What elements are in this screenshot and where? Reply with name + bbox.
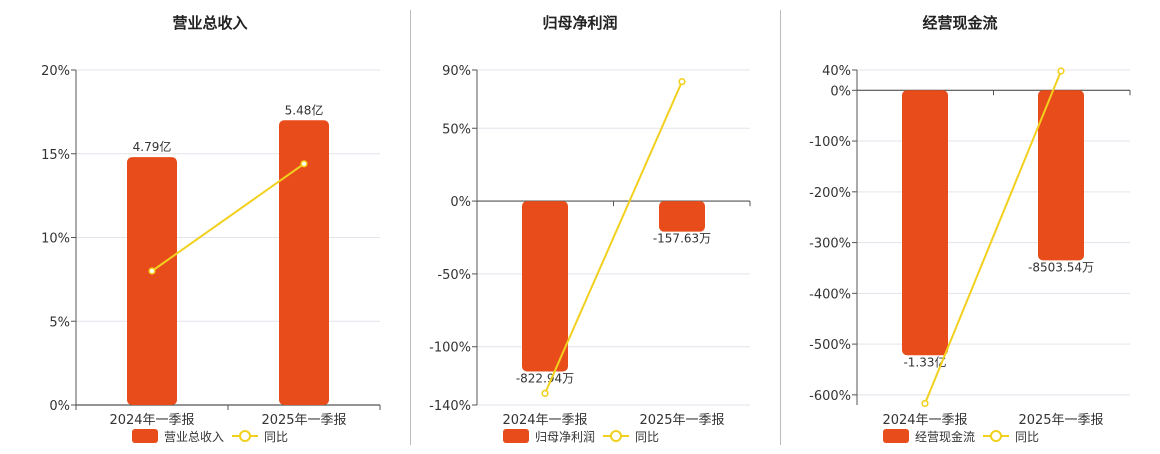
bar — [522, 201, 568, 372]
chart-title: 营业总收入 — [172, 14, 247, 32]
y-tick-label: -50% — [437, 268, 471, 283]
y-tick-label: 50% — [442, 122, 471, 137]
legend-line-marker — [239, 430, 251, 442]
chart-panel-2: 归母净利润 90% 50% 0% -50% -100% -140% -822.94万 -157.… — [429, 14, 751, 444]
bar-value-label: -822.94万 — [516, 372, 574, 386]
yoy-point — [300, 160, 308, 168]
y-tick-label: -140% — [429, 399, 471, 414]
bar — [279, 120, 329, 405]
yoy-point — [1057, 67, 1065, 75]
legend-line-marker — [610, 430, 622, 442]
yoy-point — [678, 78, 686, 86]
bar — [659, 201, 705, 232]
y-tick-label: 20% — [41, 64, 70, 79]
x-category-label: 2025年一季报 — [1018, 413, 1103, 428]
panel-divider — [410, 10, 411, 445]
bar — [127, 157, 177, 405]
legend-bar-label: 经营现金流 — [915, 429, 975, 444]
y-tick-label: 0% — [830, 84, 851, 99]
y-tick-label: 0% — [49, 399, 70, 414]
y-tick-label: -200% — [809, 186, 851, 201]
yoy-point — [541, 389, 549, 397]
bar-value-label: -1.33亿 — [903, 354, 946, 369]
legend-bar-swatch — [503, 429, 529, 443]
y-tick-label: 90% — [442, 64, 471, 79]
bar — [902, 90, 948, 356]
y-tick-label: -100% — [429, 341, 471, 356]
bar-value-label: 4.79亿 — [133, 139, 172, 154]
legend-bar-label: 归母净利润 — [535, 430, 595, 444]
yoy-point — [921, 399, 929, 408]
y-tick-label: 10% — [41, 232, 70, 247]
legend-line-label: 同比 — [264, 430, 288, 444]
legend-bar-swatch — [132, 429, 158, 443]
y-tick-label: 5% — [49, 315, 70, 330]
yoy-line — [924, 70, 1062, 404]
y-tick-label: -300% — [809, 237, 851, 252]
yoy-line — [151, 162, 305, 272]
yoy-line — [544, 81, 683, 394]
x-category-label: 2025年一季报 — [639, 413, 724, 428]
bar-value-label: -157.63万 — [653, 232, 711, 246]
bar-value-label: 5.48亿 — [285, 102, 324, 117]
y-tick-label: -100% — [809, 135, 851, 150]
legend-bar-swatch — [883, 429, 909, 443]
legend-line-label: 同比 — [635, 430, 659, 444]
yoy-point — [148, 267, 156, 275]
legend-line-marker — [990, 430, 1002, 442]
y-tick-label: 15% — [41, 148, 70, 163]
bar — [1038, 90, 1084, 261]
legend-bar-label: 营业总收入 — [164, 430, 224, 444]
x-category-label: 2025年一季报 — [261, 413, 346, 428]
chart-panel-3: 经营现金流 40% 0% -100% -200% -300% -400% -500% -600%… — [809, 14, 1131, 444]
chart-title: 经营现金流 — [922, 14, 997, 32]
x-category-label: 2024年一季报 — [502, 413, 587, 428]
y-tick-label: 40% — [822, 64, 851, 79]
y-tick-label: -400% — [809, 287, 851, 302]
panel-divider — [780, 10, 781, 445]
chart-panel-1: 营业总收入 0% 5% 10% 15% 20% 4.79亿 5.48亿 2024年一季报 2025… — [41, 14, 381, 444]
y-tick-label: -600% — [809, 389, 851, 404]
x-category-label: 2024年一季报 — [109, 413, 194, 428]
y-tick-label: 0% — [450, 195, 471, 210]
legend-line-label: 同比 — [1015, 430, 1039, 444]
chart-title: 归母净利润 — [542, 14, 617, 32]
bar-value-label: -8503.54万 — [1028, 260, 1094, 274]
y-tick-label: -500% — [809, 338, 851, 353]
x-category-label: 2024年一季报 — [882, 413, 967, 428]
